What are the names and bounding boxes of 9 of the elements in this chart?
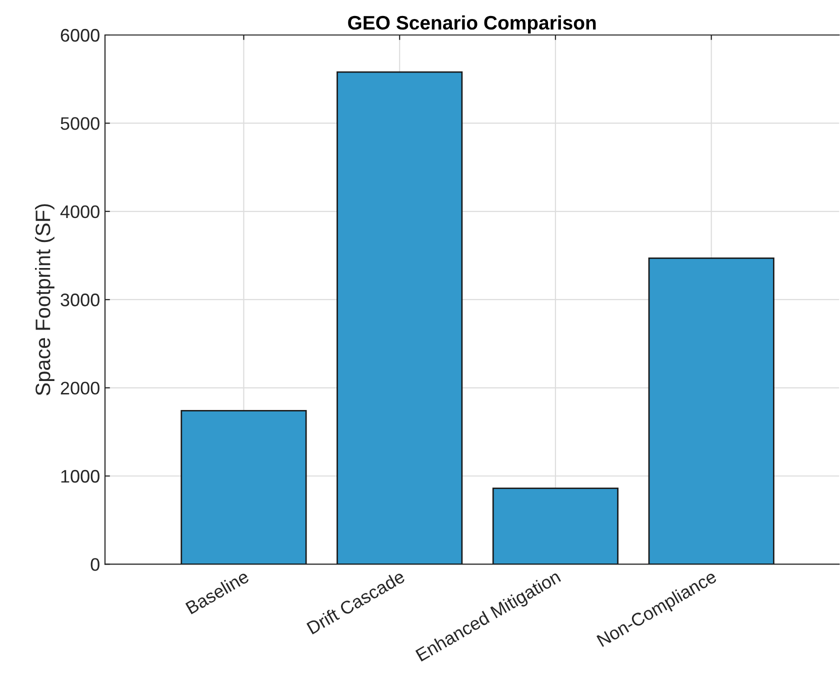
y-axis-title: Space Footprint (SF) xyxy=(35,204,54,396)
y-tick-label: 4000 xyxy=(60,205,100,218)
y-tick-label: 6000 xyxy=(60,28,100,42)
chart-title: GEO Scenario Comparison xyxy=(348,15,596,34)
y-tick-label: 1000 xyxy=(61,470,100,483)
y-tick-label: 5000 xyxy=(60,117,100,130)
y-tick-label: 2000 xyxy=(60,382,100,395)
y-tick-label: 0 xyxy=(90,558,100,571)
y-tick-label: 3000 xyxy=(60,294,100,306)
